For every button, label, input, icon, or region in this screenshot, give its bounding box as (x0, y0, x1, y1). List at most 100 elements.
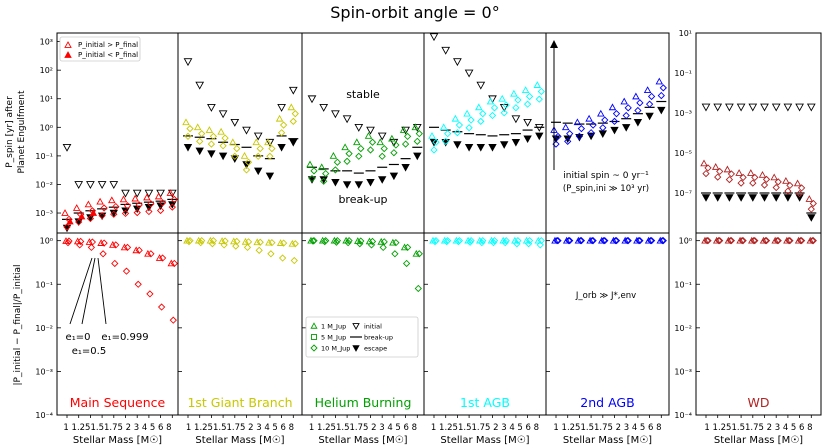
final-spin-marker (198, 130, 206, 138)
final-spin-marker (244, 158, 253, 166)
final-spin-marker (217, 127, 225, 135)
final-spin-marker (735, 169, 743, 176)
ratio-marker (771, 236, 779, 244)
panel-wd: 1 1.251.51.75 2 3 4 5 6 8 Stellar Mass [M… (695, 32, 822, 446)
final-spin-marker (577, 124, 586, 133)
ratio-marker (157, 303, 166, 311)
final-spin-marker (133, 208, 141, 217)
y-axis-label-bottom: |P_initial − P_final|/P_initial (13, 264, 23, 385)
ratio-marker (727, 237, 736, 245)
escape-marker (598, 130, 607, 138)
final-spin-marker (63, 223, 71, 231)
final-spin-marker (455, 121, 464, 129)
final-spin-marker (727, 170, 736, 178)
initial-marker (366, 126, 375, 135)
final-spin-marker (725, 175, 734, 184)
final-spin-marker (345, 149, 353, 158)
y-tick-label-wd: 10⁻⁵ (674, 149, 692, 158)
panel-frame-bottom (695, 232, 822, 416)
final-spin-marker (782, 177, 790, 184)
final-spin-marker (166, 189, 175, 196)
ratio-marker (268, 239, 276, 247)
ratio-marker (786, 237, 794, 245)
y-tick-label-bottom-wd: 10⁻² (674, 324, 692, 333)
ratio-marker (403, 243, 412, 252)
ratio-marker (276, 239, 285, 246)
ratio-marker (392, 239, 400, 247)
ratio-marker (565, 237, 573, 245)
escape-marker (413, 152, 422, 161)
final-spin-marker (512, 104, 520, 112)
ratio-marker (197, 239, 205, 247)
panel-frame-top (423, 32, 547, 234)
ratio-marker (762, 237, 771, 245)
escape-marker (622, 124, 631, 132)
ratio-marker (703, 237, 711, 245)
ratio-marker (751, 237, 759, 245)
ratio-marker (712, 236, 721, 244)
initial-marker (453, 58, 462, 67)
final-spin-marker (193, 123, 202, 131)
x-tick-label: 1 1.251.51.75 2 3 4 5 6 8 (309, 423, 417, 433)
final-spin-marker (620, 97, 628, 105)
ratio-marker (243, 243, 252, 252)
final-spin-marker (256, 144, 264, 153)
panel-frame-top (177, 32, 303, 234)
ratio-marker (479, 237, 487, 245)
escape-marker (168, 201, 177, 209)
y-tick-label-bottom-wd: 10⁻¹ (674, 280, 692, 289)
final-spin-marker (156, 206, 165, 215)
legend-square-icon (311, 334, 317, 340)
y-tick-label-top: 10⁰ (40, 123, 53, 132)
final-spin-marker (739, 173, 747, 182)
legend-bottom-label: escape (364, 345, 387, 353)
final-spin-marker (322, 169, 330, 178)
final-spin-marker (184, 132, 192, 140)
x-axis-label: Stellar Mass [M☉] (563, 435, 652, 446)
e-arrow (97, 257, 107, 325)
ratio-marker (704, 237, 712, 245)
final-spin-marker (154, 192, 163, 200)
legend-bottom-label: 1 M_Jup (321, 323, 346, 331)
final-spin-marker (597, 109, 605, 117)
x-axis-label: Stellar Mass [M☉] (318, 435, 407, 446)
legend-bottom-label: break-up (364, 334, 393, 342)
initial-marker (806, 103, 816, 112)
final-spin-marker (575, 132, 584, 140)
escape-marker (378, 176, 387, 184)
ratio-marker (566, 237, 574, 245)
ratio-marker (132, 246, 140, 254)
final-spin-marker (632, 92, 640, 100)
final-spin-marker (317, 163, 326, 171)
ratio-marker (135, 246, 143, 254)
legend-top: P_initial > P_final P_initial < P_final (59, 36, 141, 62)
final-spin-marker (231, 152, 239, 160)
ratio-marker (291, 240, 299, 248)
legend-bottom-label: 5 M_Jup (321, 334, 346, 342)
escape-marker (657, 106, 666, 115)
final-spin-marker (205, 126, 214, 133)
ratio-marker (466, 238, 474, 246)
ratio-marker (220, 241, 228, 249)
y-axis-label-top-2: Planet Engulfment (17, 90, 27, 174)
final-spin-marker (289, 117, 297, 126)
ratio-marker (658, 237, 666, 245)
escape-marker (725, 194, 734, 202)
initial-marker (354, 123, 364, 132)
ratio-marker (601, 237, 609, 245)
final-spin-marker (341, 143, 349, 151)
final-spin-marker (268, 144, 276, 153)
ratio-marker (738, 237, 746, 245)
x-axis-label: Stellar Mass [M☉] (440, 435, 529, 446)
final-spin-marker (331, 166, 340, 174)
ratio-marker (415, 250, 423, 258)
ratio-marker (321, 238, 329, 246)
y-tick-label-top: 10⁻² (35, 180, 53, 189)
panel-name: WD (748, 395, 770, 410)
final-spin-marker (498, 94, 506, 102)
initial-marker (253, 132, 263, 141)
final-spin-marker (266, 152, 274, 160)
escape-marker (633, 119, 643, 127)
initial-marker (109, 181, 119, 189)
final-spin-marker (770, 173, 778, 181)
